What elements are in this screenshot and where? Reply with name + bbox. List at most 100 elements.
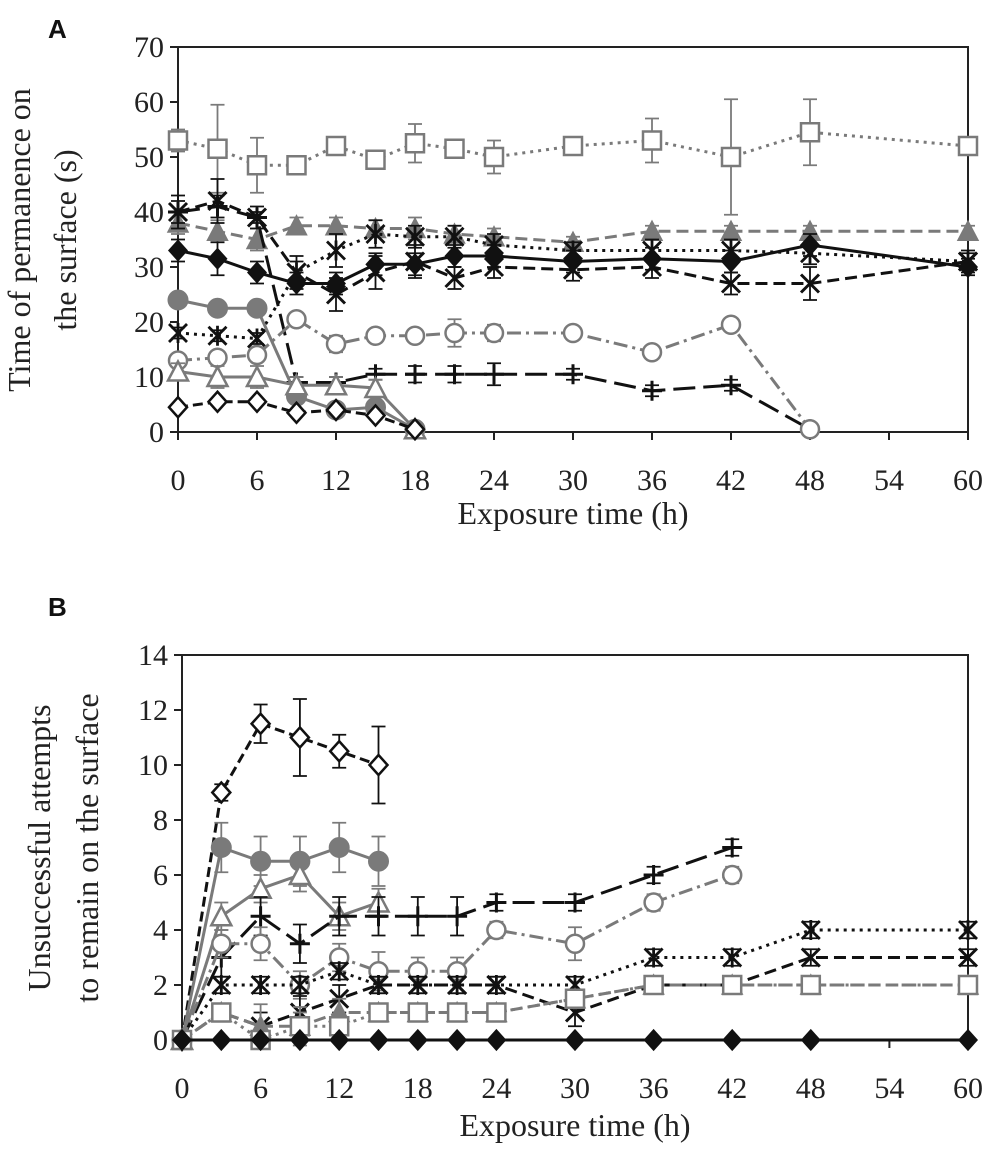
y-axis-title-a-line-2: the surface (s) [47,149,83,330]
data-point-a-filled-diamond-solid [325,272,347,295]
data-point-a-open-diamond-dashed [167,395,189,420]
data-point-a-plus-long-dashed [405,364,425,385]
data-point-b-plus-long-dashed [447,906,468,927]
x-tick-label-a: 12 [321,464,351,497]
panel-letter-b: B [48,592,67,622]
data-point-a-filled-diamond-solid [404,253,426,276]
data-point-a-open-diamond-dashed [325,398,347,422]
y-tick-label-b: 4 [153,914,168,947]
data-point-a-open-circle-dashdot [720,314,742,335]
data-point-a-filled-diamond-solid [957,255,979,279]
data-point-a-open-square-dotted [404,133,426,154]
y-tick-label-a: 20 [134,306,164,339]
data-point-b-x-dashed [407,974,428,996]
data-point-b-open-circle-dashdot [721,864,743,886]
x-tick-label-b: 0 [175,1072,190,1105]
data-point-a-plus-long-dashed [207,196,228,217]
x-tick-label-a: 54 [874,464,904,497]
x-tick-label-a: 48 [795,464,825,497]
y-tick-label-b: 8 [153,804,168,837]
data-point-b-filled-diamond-solid [722,1028,743,1052]
data-point-b-open-square-dotted [486,1002,507,1023]
data-point-a-open-circle-dashdot [207,347,228,368]
x-tick-label-b: 24 [481,1072,511,1105]
data-point-b-filled-diamond-solid [250,1028,271,1052]
series-a-open-diamond-dashed [167,389,426,442]
data-point-b-filled-circle-solid [368,850,389,872]
data-point-a-open-square-dotted [641,130,663,151]
series-line-b-filled-triangle-dashed [181,983,968,1042]
x-tick-label-a: 0 [171,464,186,497]
data-point-b-star-dotted [250,975,271,995]
series-line-b-open-square-dotted [181,983,968,1042]
data-point-b-open-square-dotted [564,988,586,1009]
data-point-a-star-dotted [405,226,425,247]
y-tick-label-a: 30 [134,251,164,284]
series-a-open-circle-dashdot [167,309,821,440]
x-tick-label-a: 18 [400,464,430,497]
data-point-a-filled-circle-solid [167,289,189,311]
data-point-a-open-square-dotted [246,155,268,176]
y-tick-label-a: 70 [134,31,164,64]
x-tick-label-a: 30 [558,464,588,497]
data-point-a-filled-diamond-solid [246,261,268,284]
data-point-b-star-dotted [329,961,350,982]
data-point-b-star-dotted [643,947,664,968]
data-point-a-filled-diamond-solid [562,250,584,273]
data-point-a-open-circle-dashdot [483,322,505,344]
data-point-b-star-dotted [958,920,978,940]
data-point-a-plus-long-dashed [168,202,188,222]
data-point-a-plus-long-dashed [484,364,504,385]
data-point-a-open-circle-dashdot [286,309,307,330]
data-point-a-open-square-dotted [720,146,742,168]
data-point-b-filled-diamond-solid [800,1028,821,1052]
x-tick-label-b: 18 [403,1072,433,1105]
x-tick-label-a: 60 [953,464,983,497]
data-point-b-filled-diamond-solid [289,1028,310,1052]
data-point-a-x-dashed [720,273,742,294]
x-axis-title-b: Exposure time (h) [459,1107,690,1143]
data-point-a-plus-long-dashed [563,364,583,385]
data-point-a-filled-circle-solid [207,297,228,319]
x-tick-label-b: 6 [253,1072,268,1105]
series-line-a-filled-triangle-dashed [177,221,968,244]
data-point-a-star-dotted [365,224,386,244]
data-point-b-open-diamond-dashed [210,780,232,805]
data-point-b-open-circle-dashdot [250,933,271,954]
data-point-b-plus-long-dashed [407,906,428,927]
data-point-b-plus-long-dashed [722,837,743,858]
data-point-b-star-dotted [211,975,232,995]
series-line-b-plus-long-dashed [180,846,733,1041]
data-point-a-filled-diamond-solid [207,247,228,270]
data-point-b-filled-diamond-solid [643,1028,664,1052]
data-point-b-filled-diamond-solid [329,1028,350,1052]
data-point-a-open-circle-dashdot [562,322,584,344]
chart-a: 0 10 20 30 40 50 60 70 0 6 12 18 24 30 36 42 48 54 60 Expos… [1,31,983,531]
data-point-b-x-dashed [368,974,389,996]
data-point-a-open-square-dotted [799,122,821,143]
data-point-a-open-square-dotted [325,135,347,157]
data-point-a-open-diamond-dashed [404,417,426,442]
y-tick-label-a: 10 [134,361,164,394]
data-point-b-x-dashed [957,947,979,968]
data-point-b-x-dashed [800,947,821,968]
data-point-b-open-square-dotted [643,974,664,996]
data-point-b-filled-circle-solid [250,850,272,872]
data-point-a-open-square-dotted [365,149,386,170]
data-point-b-open-diamond-dashed [289,725,311,750]
data-point-a-filled-diamond-solid [167,239,189,262]
data-point-b-open-circle-dashdot [211,933,232,954]
data-point-a-filled-triangle-dashed [285,214,308,236]
x-axis-title-a: Exposure time (h) [457,495,688,531]
data-point-b-filled-circle-solid [210,837,232,858]
data-point-a-filled-diamond-solid [286,272,307,295]
data-point-b-open-square-dotted [800,974,822,996]
data-point-a-open-square-dotted [207,138,228,159]
data-point-b-filled-diamond-solid [447,1028,468,1052]
data-point-a-open-circle-dashdot [444,322,465,344]
x-tick-label-b: 54 [874,1072,904,1105]
y-tick-label-a: 60 [134,86,164,119]
data-point-b-x-dashed [447,974,468,996]
data-point-a-open-triangle-solid [323,372,349,396]
data-point-b-open-square-dotted [407,1002,429,1023]
